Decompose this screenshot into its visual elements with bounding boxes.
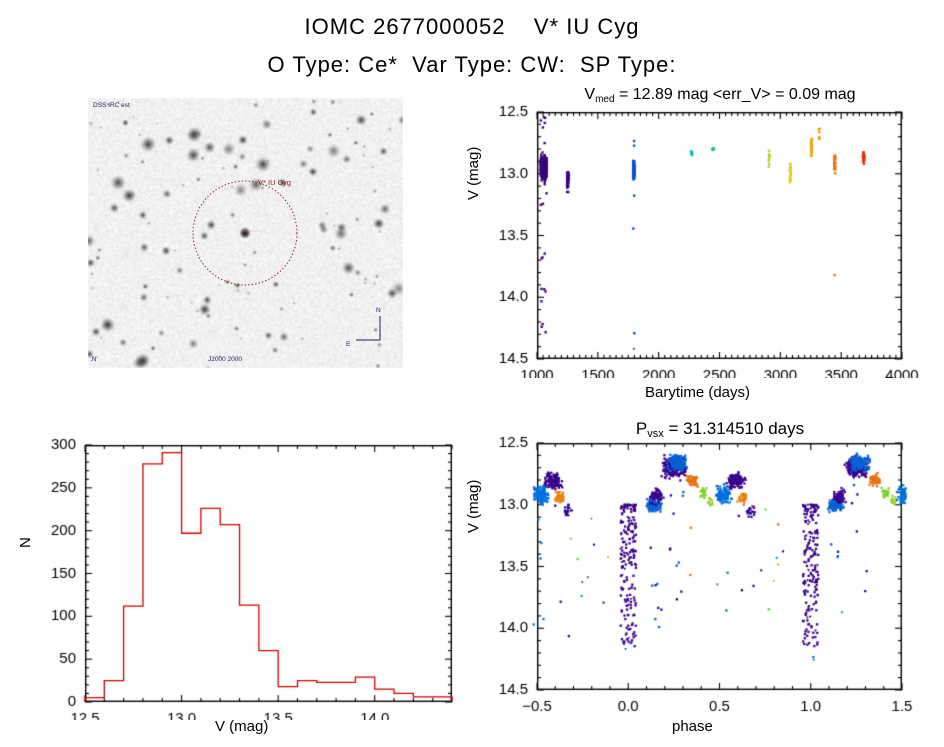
svg-text:V* IU Cyg: V* IU Cyg (258, 178, 291, 187)
svg-text:.N': .N' (90, 356, 98, 363)
svg-text:J2000 2000: J2000 2000 (208, 356, 242, 363)
svg-text:DSS IRC est: DSS IRC est (93, 102, 130, 109)
svg-text:E: E (346, 341, 351, 348)
svg-text:N: N (376, 307, 381, 314)
